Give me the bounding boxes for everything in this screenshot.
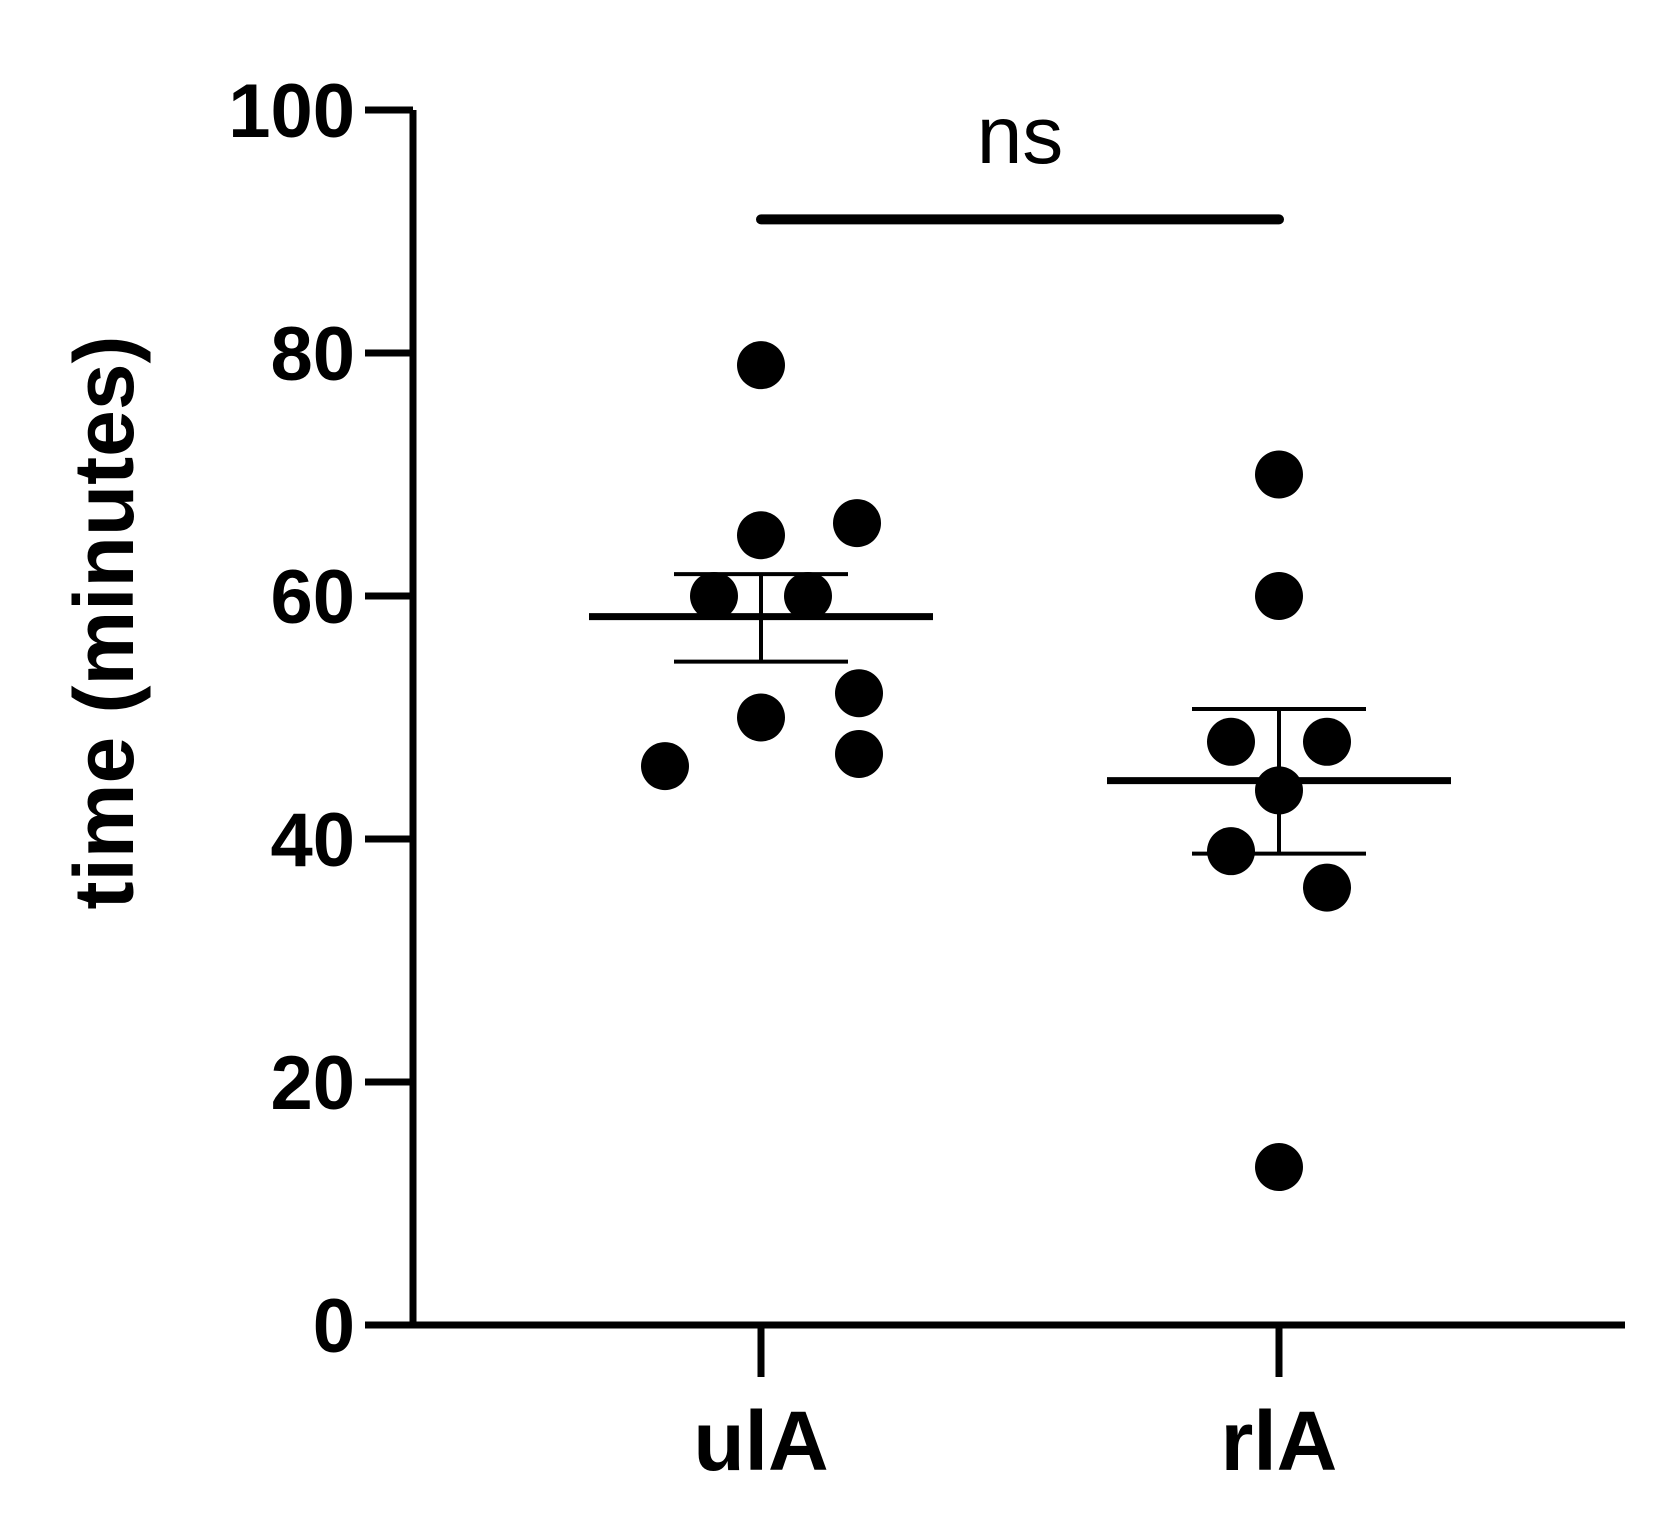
data-point [784, 572, 832, 620]
y-axis-label: time (minutes) [57, 335, 151, 909]
data-point [833, 499, 881, 548]
y-tick-label: 40 [270, 798, 355, 883]
y-tick-label: 20 [270, 1041, 355, 1126]
data-point [1207, 717, 1255, 766]
data-point [641, 742, 689, 791]
y-tick-label: 80 [270, 312, 355, 397]
data-point [1207, 827, 1255, 876]
data-point [1255, 572, 1303, 620]
annotations: ns [756, 90, 1284, 225]
axes [365, 110, 1625, 1329]
data-point [737, 693, 785, 742]
data-point [1303, 717, 1351, 766]
data-point [690, 572, 738, 620]
x-tick-label: rlA [1221, 1394, 1338, 1488]
data-points [641, 341, 1351, 1192]
data-point [1255, 1143, 1303, 1192]
data-point [737, 341, 785, 390]
data-point [737, 511, 785, 560]
y-tick-label: 0 [313, 1284, 355, 1369]
x-ticks: ulA rlA [693, 1325, 1337, 1488]
y-ticks: 0 20 40 60 80 100 [228, 69, 413, 1369]
data-point [835, 669, 883, 718]
data-point [835, 729, 883, 778]
significance-label: ns [977, 90, 1064, 181]
y-tick-label: 60 [270, 555, 355, 640]
summary-stats [589, 572, 1451, 856]
y-tick-label: 100 [228, 69, 355, 154]
x-tick-label: ulA [693, 1394, 828, 1488]
data-point [1255, 766, 1303, 815]
data-point [1255, 450, 1303, 499]
data-point [1303, 863, 1351, 912]
